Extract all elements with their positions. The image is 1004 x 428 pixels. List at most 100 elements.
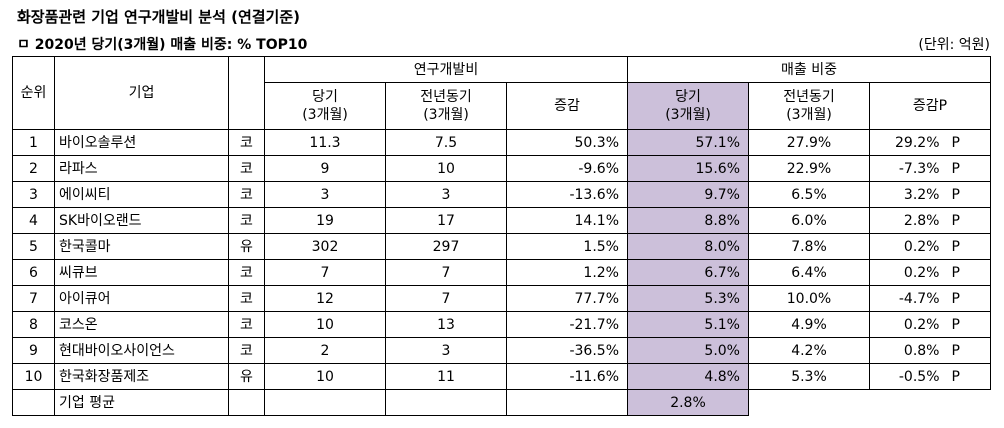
sales-prior-cell: 7.8% xyxy=(748,233,870,260)
sales-prior-cell: 6.0% xyxy=(748,207,870,234)
rnd-prior-cell: 3 xyxy=(385,337,507,364)
sales-prior-cell: 6.4% xyxy=(748,259,870,286)
average-sales-change-cell xyxy=(869,389,991,416)
rank-cell: 2 xyxy=(12,155,55,182)
header-row-1: 순위 기업 연구개발비 매출 비중 xyxy=(12,56,991,130)
sales-current-cell: 57.1% xyxy=(627,129,749,156)
company-cell: SK바이오랜드 xyxy=(54,207,229,234)
rnd-change-cell: 1.5% xyxy=(506,233,628,260)
rank-cell: 8 xyxy=(12,311,55,338)
rnd-change-cell: -36.5% xyxy=(506,337,628,364)
rnd-prior-cell: 3 xyxy=(385,181,507,208)
sales-change-cell: 0.2% xyxy=(869,259,948,286)
company-cell: 한국콜마 xyxy=(54,233,229,260)
rnd-table: 순위 기업 연구개발비 매출 비중 당기 (3개월) 전년동기 (3개월) 증감 당… xyxy=(12,56,991,416)
sales-current-cell: 15.6% xyxy=(627,155,749,182)
company-cell: 에이씨티 xyxy=(54,181,229,208)
rnd-change-cell: 77.7% xyxy=(506,285,628,312)
sales-prior-cell: 6.5% xyxy=(748,181,870,208)
sales-change-cell: 29.2% xyxy=(869,129,948,156)
company-cell: 아이큐어 xyxy=(54,285,229,312)
company-cell: 라파스 xyxy=(54,155,229,182)
sales-current-cell: 6.7% xyxy=(627,259,749,286)
rank-cell: 3 xyxy=(12,181,55,208)
rnd-prior-cell: 11 xyxy=(385,363,507,390)
sales-prior-cell: 10.0% xyxy=(748,285,870,312)
company-cell: 현대바이오사이언스 xyxy=(54,337,229,364)
table-row: 7 아이큐어 코 12 7 77.7% 5.3% 10.0% -4.7% P xyxy=(12,285,991,312)
sales-change-unit-cell: P xyxy=(947,337,991,364)
header-rnd-current: 당기 (3개월) xyxy=(264,82,386,130)
rnd-prior-cell: 10 xyxy=(385,155,507,182)
market-cell: 유 xyxy=(228,363,265,390)
rnd-prior-cell: 7.5 xyxy=(385,129,507,156)
header-market xyxy=(228,56,265,130)
sales-change-unit-cell: P xyxy=(947,285,991,312)
sales-change-unit-cell: P xyxy=(947,259,991,286)
rnd-prior-cell: 7 xyxy=(385,259,507,286)
rnd-change-cell: -9.6% xyxy=(506,155,628,182)
sales-prior-cell: 4.2% xyxy=(748,337,870,364)
rank-cell: 10 xyxy=(12,363,55,390)
header-rnd-change: 증감 xyxy=(506,82,628,130)
sales-change-cell: 0.2% xyxy=(869,311,948,338)
average-rnd-prior-cell xyxy=(385,389,507,416)
header-rnd-group: 연구개발비 xyxy=(264,56,628,83)
sales-change-unit-cell: P xyxy=(947,207,991,234)
header-sales-change: 증감P xyxy=(869,82,991,130)
rnd-prior-cell: 297 xyxy=(385,233,507,260)
sales-current-cell: 5.1% xyxy=(627,311,749,338)
rnd-current-cell: 11.3 xyxy=(264,129,386,156)
sales-prior-cell: 22.9% xyxy=(748,155,870,182)
average-rank-cell xyxy=(12,389,55,416)
rnd-current-cell: 7 xyxy=(264,259,386,286)
sales-current-cell: 9.7% xyxy=(627,181,749,208)
sales-prior-cell: 5.3% xyxy=(748,363,870,390)
sales-prior-cell: 27.9% xyxy=(748,129,870,156)
table-row: 10 한국화장품제조 유 10 11 -11.6% 4.8% 5.3% -0.5% P xyxy=(12,363,991,390)
rnd-change-cell: -13.6% xyxy=(506,181,628,208)
rnd-current-cell: 19 xyxy=(264,207,386,234)
sales-change-unit-cell: P xyxy=(947,363,991,390)
sales-current-cell: 8.0% xyxy=(627,233,749,260)
market-cell: 코 xyxy=(228,129,265,156)
rnd-change-cell: 14.1% xyxy=(506,207,628,234)
rank-cell: 5 xyxy=(12,233,55,260)
sales-current-cell: 5.0% xyxy=(627,337,749,364)
header-rnd-prior: 전년동기 (3개월) xyxy=(385,82,507,130)
table-row: 6 씨큐브 코 7 7 1.2% 6.7% 6.4% 0.2% P xyxy=(12,259,991,286)
sales-change-unit-cell: P xyxy=(947,155,991,182)
rnd-current-cell: 2 xyxy=(264,337,386,364)
sales-change-unit-cell: P xyxy=(947,311,991,338)
market-cell: 코 xyxy=(228,259,265,286)
average-sales-current-cell: 2.8% xyxy=(627,389,749,416)
sales-change-cell: -4.7% xyxy=(869,285,948,312)
market-cell: 코 xyxy=(228,337,265,364)
table-row: 5 한국콜마 유 302 297 1.5% 8.0% 7.8% 0.2% P xyxy=(12,233,991,260)
sales-current-cell: 4.8% xyxy=(627,363,749,390)
sales-change-cell: -7.3% xyxy=(869,155,948,182)
header-rank: 순위 xyxy=(12,56,55,130)
rnd-change-cell: 1.2% xyxy=(506,259,628,286)
sales-current-cell: 8.8% xyxy=(627,207,749,234)
company-cell: 코스온 xyxy=(54,311,229,338)
rnd-prior-cell: 17 xyxy=(385,207,507,234)
rnd-current-cell: 302 xyxy=(264,233,386,260)
company-cell: 한국화장품제조 xyxy=(54,363,229,390)
company-cell: 씨큐브 xyxy=(54,259,229,286)
rnd-current-cell: 3 xyxy=(264,181,386,208)
company-cell: 바이오솔루션 xyxy=(54,129,229,156)
rank-cell: 9 xyxy=(12,337,55,364)
average-rnd-current-cell xyxy=(264,389,386,416)
rnd-change-cell: -11.6% xyxy=(506,363,628,390)
rank-cell: 6 xyxy=(12,259,55,286)
market-cell: 코 xyxy=(228,155,265,182)
rnd-prior-cell: 13 xyxy=(385,311,507,338)
header-sales-group: 매출 비중 xyxy=(627,56,991,83)
sales-current-cell: 5.3% xyxy=(627,285,749,312)
rnd-current-cell: 10 xyxy=(264,363,386,390)
header-row-2: 당기 (3개월) 전년동기 (3개월) 증감 당기 (3개월) 전년동기 (3개월) 증… xyxy=(13,82,991,130)
average-label-cell: 기업 평균 xyxy=(54,389,229,416)
table-row: 8 코스온 코 10 13 -21.7% 5.1% 4.9% 0.2% P xyxy=(12,311,991,338)
rank-cell: 7 xyxy=(12,285,55,312)
